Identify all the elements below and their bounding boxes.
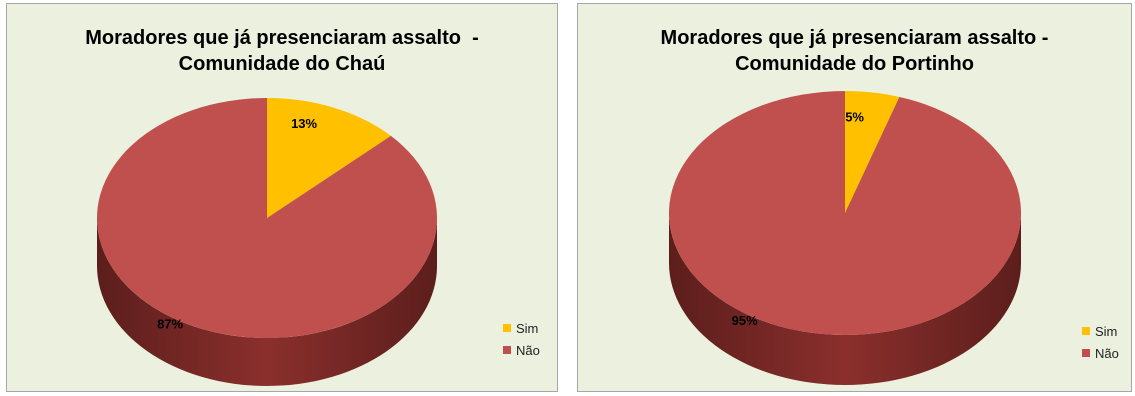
- legend-swatch-sim: [503, 324, 511, 332]
- legend-label-nao: Não: [516, 342, 540, 358]
- legend-swatch-nao: [1082, 349, 1090, 357]
- legend-label-sim: Sim: [1095, 323, 1118, 339]
- pie-slice-sim: [267, 98, 391, 218]
- chart-title-line-1: Moradores que já presenciaram assalto -: [660, 27, 1049, 49]
- pie-chart: 5% 95%: [669, 91, 1021, 385]
- chart-title: Moradores que já presenciaram assalto - …: [578, 25, 1131, 77]
- chart-title-line-1: Moradores que já presenciaram assalto -: [85, 27, 479, 49]
- legend-item-sim: Sim: [1082, 320, 1119, 342]
- legend-label-sim: Sim: [516, 320, 539, 336]
- legend-item-nao: Não: [503, 339, 540, 361]
- pie-side: [97, 218, 437, 386]
- chart-title-line-2: Comunidade do Chaú: [178, 53, 386, 75]
- chart-panel-chau: Moradores que já presenciaram assalto - …: [6, 3, 558, 392]
- legend-swatch-sim: [1082, 327, 1090, 335]
- data-label-nao: 87%: [157, 316, 183, 331]
- pie-slice-sim: [845, 91, 900, 213]
- pie-slice-nao: [96, 98, 437, 338]
- pie-side: [669, 213, 1021, 385]
- legend-item-nao: Não: [1082, 342, 1119, 364]
- legend-swatch-nao: [503, 346, 511, 354]
- chart-title: Moradores que já presenciaram assalto - …: [7, 25, 557, 77]
- pie-slice-nao: [669, 91, 1021, 335]
- legend: Sim Não: [503, 317, 540, 361]
- chart-title-line-2: Comunidade do Portinho: [735, 53, 974, 75]
- data-label-sim: 13%: [291, 116, 317, 131]
- data-label-sim: 5%: [845, 110, 864, 125]
- legend-item-sim: Sim: [503, 317, 540, 339]
- data-label-nao: 95%: [732, 313, 758, 328]
- legend: Sim Não: [1082, 320, 1119, 364]
- pie-chart: 13% 87%: [96, 98, 437, 386]
- chart-panel-portinho: Moradores que já presenciaram assalto - …: [577, 3, 1132, 392]
- legend-label-nao: Não: [1095, 345, 1119, 361]
